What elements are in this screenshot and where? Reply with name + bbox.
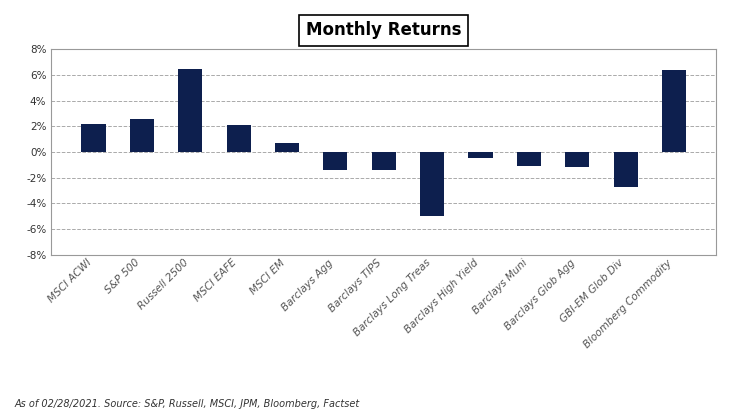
Bar xyxy=(517,152,541,166)
Bar xyxy=(275,143,299,152)
Bar xyxy=(227,125,251,152)
Bar xyxy=(81,124,105,152)
Title: Monthly Returns: Monthly Returns xyxy=(306,21,461,39)
Bar xyxy=(613,152,637,187)
Bar xyxy=(420,152,444,216)
Bar xyxy=(469,152,493,159)
Bar xyxy=(565,152,589,168)
Bar xyxy=(323,152,347,170)
Text: As of 02/28/2021. Source: S&P, Russell, MSCI, JPM, Bloomberg, Factset: As of 02/28/2021. Source: S&P, Russell, … xyxy=(15,399,360,409)
Bar xyxy=(662,70,686,152)
Bar xyxy=(178,69,202,152)
Bar xyxy=(130,119,154,152)
Bar xyxy=(371,152,396,170)
